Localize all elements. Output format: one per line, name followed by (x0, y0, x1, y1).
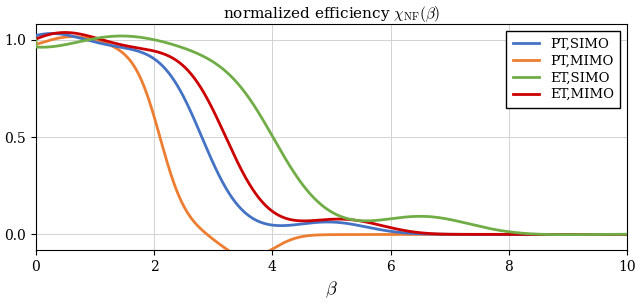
Line: ET,MIMO: ET,MIMO (36, 33, 627, 235)
ET,SIMO (134, 35, 142, 39)
PT,SIMO (32, 38, 40, 42)
Line: PT,SIMO: PT,SIMO (36, 33, 627, 234)
ET,SIMO (32, 38, 40, 42)
ET,MIMO (562, 233, 570, 237)
ET,MIMO (134, 46, 142, 50)
ET,SIMO (99, 36, 107, 39)
ET,SIMO (562, 233, 570, 237)
ET,SIMO (623, 233, 631, 236)
ET,MIMO (548, 233, 556, 237)
ET,SIMO (259, 118, 266, 121)
ET,SIMO (548, 233, 556, 237)
PT,MIMO (100, 41, 108, 44)
PT,SIMO (612, 233, 620, 236)
PT,MIMO (612, 233, 620, 236)
ET,MIMO (32, 38, 40, 42)
ET,MIMO (100, 38, 108, 42)
PT,MIMO (68, 35, 76, 39)
X-axis label: $\beta$: $\beta$ (325, 279, 338, 300)
ET,MIMO (623, 233, 631, 236)
Title: normalized efficiency $\chi_{\mathrm{NF}}(\beta)$: normalized efficiency $\chi_{\mathrm{NF}… (223, 4, 440, 24)
PT,MIMO (245, 256, 253, 260)
PT,SIMO (100, 42, 108, 46)
ET,MIMO (284, 217, 292, 221)
ET,SIMO (118, 34, 125, 38)
ET,SIMO (612, 233, 620, 236)
PT,SIMO (513, 233, 521, 236)
PT,MIMO (134, 72, 142, 76)
PT,SIMO (134, 50, 142, 53)
PT,SIMO (623, 233, 631, 236)
Line: ET,SIMO: ET,SIMO (36, 36, 627, 235)
ET,SIMO (284, 162, 292, 165)
PT,SIMO (48, 32, 56, 35)
PT,SIMO (284, 223, 292, 227)
PT,MIMO (259, 252, 267, 256)
ET,MIMO (259, 201, 266, 204)
ET,MIMO (612, 233, 620, 236)
PT,SIMO (548, 233, 556, 236)
PT,MIMO (623, 233, 631, 236)
Legend: PT,SIMO, PT,MIMO, ET,SIMO, ET,MIMO: PT,SIMO, PT,MIMO, ET,SIMO, ET,MIMO (506, 31, 620, 108)
PT,MIMO (548, 233, 556, 236)
PT,SIMO (259, 221, 266, 225)
PT,MIMO (285, 239, 292, 243)
Line: PT,MIMO: PT,MIMO (36, 37, 627, 258)
ET,MIMO (61, 31, 69, 34)
PT,MIMO (32, 38, 40, 42)
